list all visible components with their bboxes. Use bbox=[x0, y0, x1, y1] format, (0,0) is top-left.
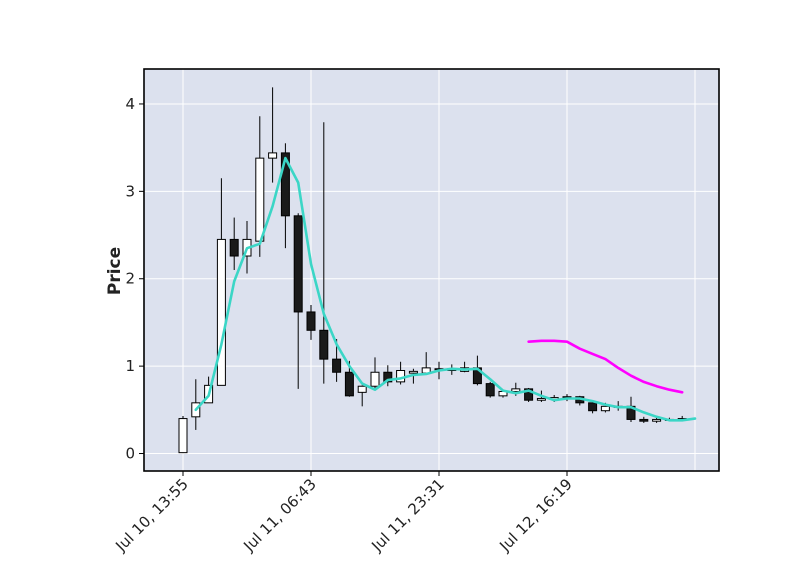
candle-down bbox=[588, 402, 598, 412]
x-tick-label: Jul 12, 16:19 bbox=[495, 475, 575, 555]
candle-up bbox=[536, 397, 546, 401]
candle-down bbox=[229, 238, 239, 257]
candle-up bbox=[511, 388, 521, 392]
candle-up bbox=[396, 370, 406, 383]
candle-up bbox=[357, 385, 367, 393]
candle-up bbox=[652, 418, 662, 422]
x-tick-label: Jul 11, 23:31 bbox=[367, 475, 447, 555]
candle-down bbox=[293, 215, 303, 313]
y-tick-label: 4 bbox=[125, 95, 135, 113]
candle-up bbox=[268, 152, 278, 159]
candle-up bbox=[370, 371, 380, 387]
candle-up bbox=[178, 418, 188, 454]
candle-up bbox=[216, 238, 226, 386]
candle-down bbox=[306, 311, 316, 331]
candle-down bbox=[485, 383, 495, 397]
candle-up bbox=[408, 370, 418, 374]
candle-down bbox=[524, 388, 534, 401]
x-tick-label: Jul 10, 13:55 bbox=[111, 475, 191, 555]
moving-average-line-1 bbox=[194, 156, 697, 422]
moving-average-line-2 bbox=[527, 339, 684, 394]
x-tick-label: Jul 11, 06:43 bbox=[239, 475, 319, 555]
candle-up bbox=[600, 405, 610, 412]
y-tick-label: 0 bbox=[125, 445, 135, 463]
y-axis-label: Price bbox=[105, 247, 125, 295]
y-tick-label: 1 bbox=[125, 357, 135, 375]
grid bbox=[144, 69, 719, 471]
candle-down bbox=[344, 371, 354, 397]
candle-down bbox=[639, 418, 649, 422]
moving-average-lines bbox=[194, 156, 697, 422]
candle-down bbox=[280, 152, 290, 217]
y-tick-label: 3 bbox=[125, 182, 135, 200]
candle-down bbox=[319, 329, 329, 360]
candle-up bbox=[255, 157, 265, 242]
candle-down bbox=[332, 358, 342, 373]
x-axis-ticks: Jul 10, 13:55 Jul 11, 06:43 Jul 11, 23:31 J… bbox=[111, 471, 576, 556]
plot-frame bbox=[143, 68, 720, 472]
candle-down bbox=[383, 371, 393, 383]
y-axis-ticks: 0 1 2 3 4 bbox=[125, 95, 144, 463]
y-tick-label: 2 bbox=[125, 270, 135, 288]
